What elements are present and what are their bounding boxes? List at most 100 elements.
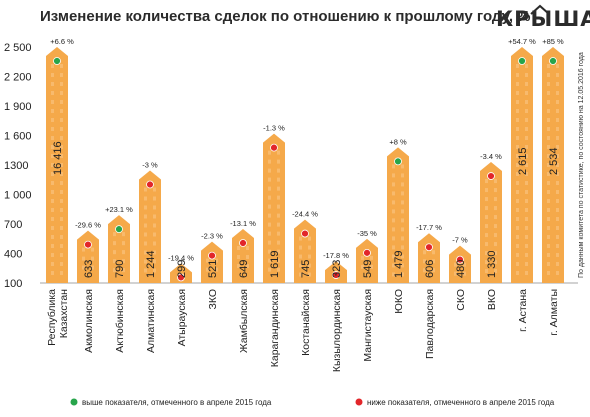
bar-window <box>51 145 54 149</box>
bar-window <box>144 187 147 192</box>
bar-group: -35 % 549 <box>356 229 378 283</box>
bar-window <box>51 127 54 131</box>
bar-window <box>60 145 63 149</box>
bar-window <box>516 136 519 140</box>
bar-window <box>516 244 519 248</box>
bar-window <box>60 91 63 95</box>
bar-window <box>51 64 54 68</box>
bar-window <box>556 253 559 257</box>
bar-window <box>516 73 519 77</box>
bar-window <box>153 232 156 237</box>
category-label: ВКО <box>486 289 498 310</box>
bar-window <box>51 181 54 185</box>
bar-window <box>401 200 404 205</box>
legend-below-label: ниже показателя, отмеченного в апреле 20… <box>367 398 555 407</box>
bar-window <box>547 172 550 176</box>
bar <box>232 229 254 283</box>
bar-window <box>516 91 519 95</box>
category-label: Костанайская <box>300 289 312 356</box>
bar-window <box>268 204 271 209</box>
category-label: Акмолинская <box>83 289 95 353</box>
bar-window <box>91 265 94 270</box>
bar-window <box>547 109 550 113</box>
bar-window <box>60 181 63 185</box>
bar-window <box>392 218 395 223</box>
bar-window <box>401 218 404 223</box>
bar-window <box>91 247 94 252</box>
bar-window <box>401 164 404 169</box>
bar-window <box>516 181 519 185</box>
bar-window <box>516 226 519 230</box>
value-label: 633 <box>83 260 95 278</box>
bar-window <box>516 262 519 266</box>
bar-window <box>556 217 559 221</box>
category-label: СКО <box>455 289 467 311</box>
bar-window <box>51 118 54 122</box>
bar-window <box>525 118 528 122</box>
bar-window <box>91 256 94 261</box>
bar-window <box>51 262 54 266</box>
category-labels: Республика Казахстан Акмолинская Актюбинска… <box>46 289 560 372</box>
bar-window <box>401 272 404 277</box>
bar-window <box>485 224 488 229</box>
bar-window <box>516 154 519 158</box>
bar-window <box>463 271 466 276</box>
bar-window <box>60 172 63 176</box>
bar-window <box>361 264 364 269</box>
bar-window <box>277 267 280 272</box>
value-label: 16 416 <box>52 141 64 175</box>
bar-group: +8 % 1 479 <box>387 137 409 283</box>
bar <box>108 215 130 283</box>
bar-window <box>516 217 519 221</box>
bar-window <box>556 235 559 239</box>
bar-window <box>51 172 54 176</box>
category-label: Казахстан <box>58 289 70 338</box>
bar-group: -1.3 % 1 619 <box>263 124 285 283</box>
bar-window <box>277 186 280 191</box>
category-label: Алматинская <box>145 289 157 353</box>
bar-window <box>113 250 116 255</box>
bar-window <box>237 246 240 251</box>
value-label: 649 <box>238 260 250 278</box>
bar-window <box>51 136 54 140</box>
bar-window <box>485 179 488 184</box>
bar-window <box>268 249 271 254</box>
bar-window <box>525 208 528 212</box>
chart-title: Изменение количества сделок по отношению… <box>40 8 531 25</box>
bar-group: -3.4 % 1 330 <box>480 152 502 283</box>
bar-window <box>60 271 63 275</box>
bar-window <box>299 245 302 250</box>
bar-window <box>432 250 435 255</box>
bar-window <box>60 154 63 158</box>
bar-window <box>556 226 559 230</box>
bar-window <box>268 195 271 200</box>
status-marker <box>239 239 247 247</box>
bar-window <box>547 271 550 275</box>
bar-window <box>51 163 54 167</box>
bar-window <box>277 177 280 182</box>
bar-window <box>547 262 550 266</box>
category-label: г. Алматы <box>548 289 560 336</box>
bar-window <box>516 109 519 113</box>
bar-window <box>144 250 147 255</box>
bar-window <box>525 226 528 230</box>
bar-window <box>525 199 528 203</box>
bar-window <box>82 256 85 261</box>
bar-window <box>494 251 497 256</box>
category-label: г. Астана <box>517 289 529 332</box>
bar <box>77 230 99 283</box>
bar-window <box>556 109 559 113</box>
bar-window <box>401 173 404 178</box>
value-label: 323 <box>331 260 343 278</box>
bar <box>46 47 68 283</box>
change-label: +54.7 % <box>508 37 536 46</box>
bar-window <box>547 226 550 230</box>
bar <box>201 241 223 283</box>
bar-window <box>525 271 528 275</box>
bar-window <box>113 268 116 273</box>
bar-window <box>153 241 156 246</box>
bar-window <box>494 197 497 202</box>
category-label: Павлодарская <box>424 289 436 359</box>
bar-window <box>51 226 54 230</box>
